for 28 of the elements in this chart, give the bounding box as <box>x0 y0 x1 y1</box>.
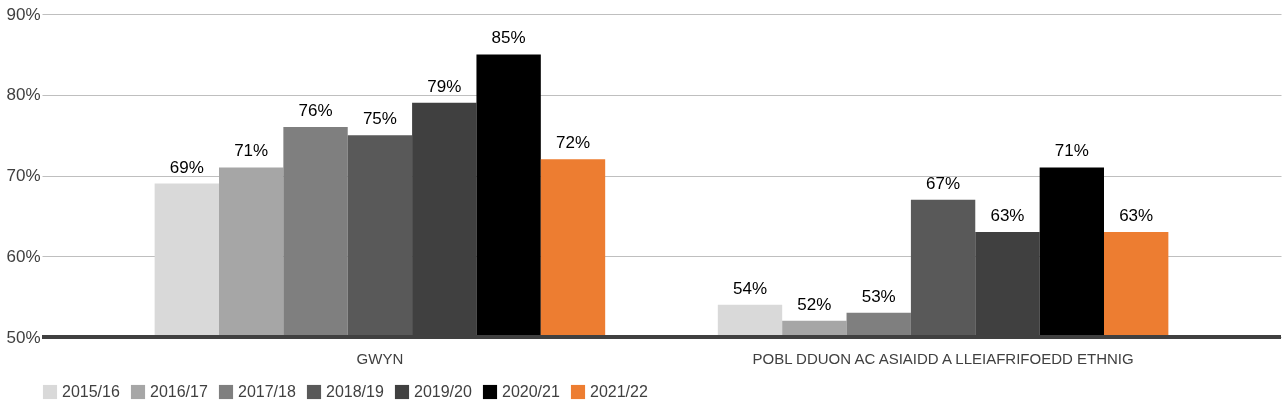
data-label: 53% <box>861 286 896 306</box>
data-label: 63% <box>990 206 1025 226</box>
data-label: 52% <box>797 294 832 314</box>
data-label: 54% <box>732 278 768 298</box>
legend-label: 2019/20 <box>414 383 472 400</box>
y-tick-label: 90% <box>6 4 41 24</box>
y-tick-label: 70% <box>6 166 41 185</box>
y-tick-label: 50% <box>6 327 41 347</box>
data-label: 69% <box>169 157 204 177</box>
legend-label: 2016/17 <box>150 383 208 400</box>
data-label: 71% <box>234 141 269 161</box>
x-tick-label: GWYN <box>356 349 404 367</box>
data-label: 85% <box>491 28 526 48</box>
legend-label: 2021/22 <box>590 383 648 400</box>
data-label: 75% <box>362 109 397 129</box>
data-label: 67% <box>926 173 961 193</box>
legend-label: 2017/18 <box>238 383 296 400</box>
x-tick-label: POBL DDUON AC ASIAIDD A LLEIAFRIFOEDD ETHNIG <box>752 349 1134 367</box>
legend-label: 2015/16 <box>62 383 120 400</box>
data-label: 71% <box>1054 141 1089 161</box>
legend-label: 2018/19 <box>326 383 384 400</box>
legend-label: 2020/21 <box>502 383 560 400</box>
data-label: 79% <box>427 76 462 96</box>
data-label: 72% <box>555 133 591 153</box>
data-label: 63% <box>1119 206 1154 226</box>
data-label: 76% <box>298 101 333 121</box>
y-tick-label: 80% <box>6 85 41 105</box>
y-tick-label: 60% <box>6 246 41 266</box>
